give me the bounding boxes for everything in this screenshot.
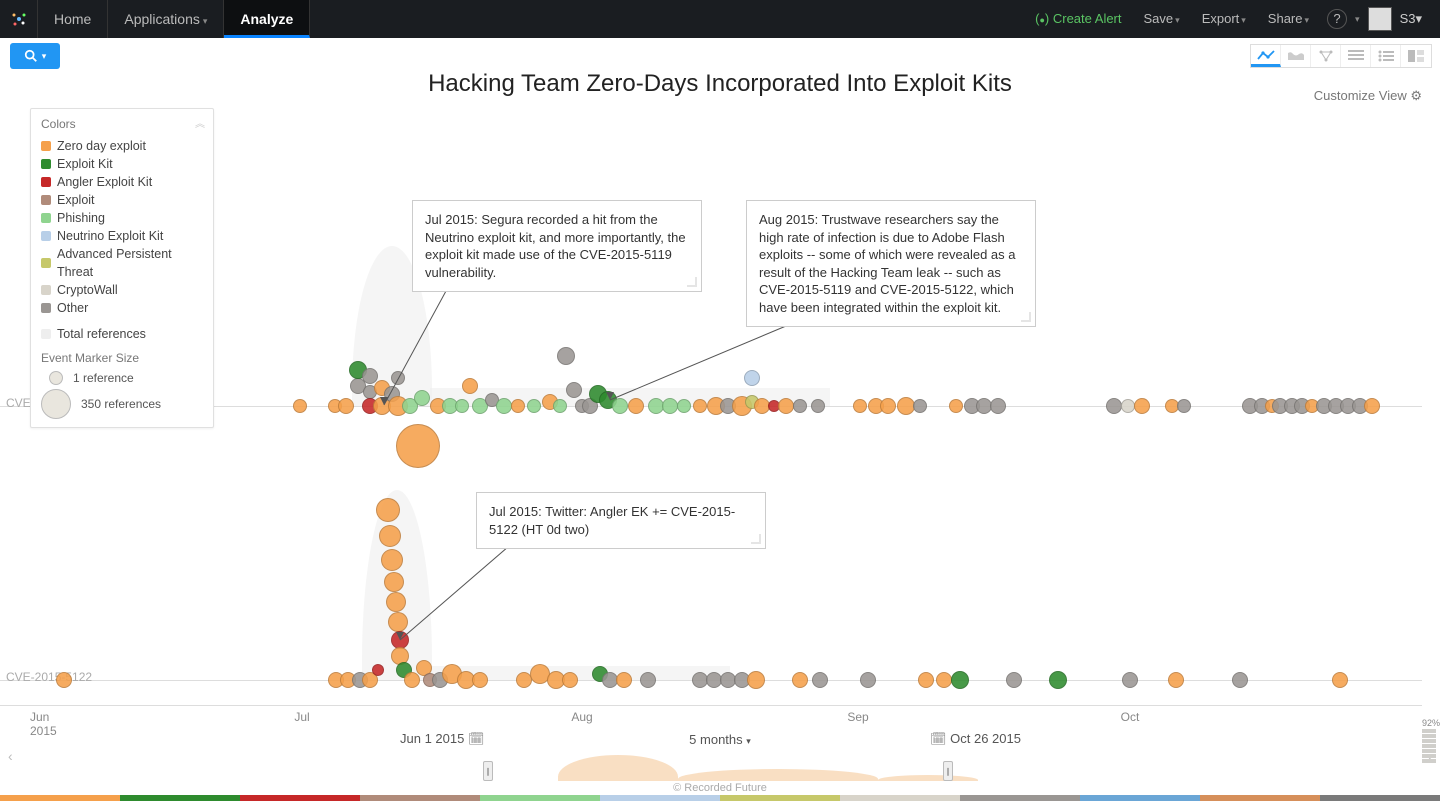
event-marker[interactable] — [640, 672, 656, 688]
event-marker[interactable] — [562, 672, 578, 688]
top-nav: Home Applications▾ Analyze (●) Create Al… — [0, 0, 1440, 38]
event-marker[interactable] — [1332, 672, 1348, 688]
save-menu[interactable]: Save▾ — [1134, 0, 1190, 38]
legend-item[interactable]: CryptoWall — [41, 281, 203, 299]
marker-heading: Event Marker Size — [41, 351, 203, 365]
event-marker[interactable] — [936, 672, 952, 688]
event-marker[interactable] — [472, 672, 488, 688]
footer-stripe — [0, 795, 1440, 801]
legend-item[interactable]: Phishing — [41, 209, 203, 227]
gear-icon: ⚙ — [1410, 88, 1422, 103]
legend-panel: ︽ Colors Zero day exploitExploit KitAngl… — [30, 108, 214, 428]
legend-item[interactable]: Zero day exploit — [41, 137, 203, 155]
x-tick: Sep — [847, 710, 868, 724]
event-marker[interactable] — [616, 672, 632, 688]
mini-timeline[interactable]: ∥∥ — [18, 751, 1422, 781]
legend-item[interactable]: Advanced Persistent Threat — [41, 245, 203, 281]
x-tick: Oct — [1121, 710, 1140, 724]
share-menu[interactable]: Share▾ — [1258, 0, 1319, 38]
legend-item[interactable]: Neutrino Exploit Kit — [41, 227, 203, 245]
nav-analyze[interactable]: Analyze — [224, 0, 310, 38]
range-handle[interactable]: ∥ — [943, 761, 953, 781]
event-marker[interactable] — [372, 664, 384, 676]
timeline-chart: CVE-2015-5119CVE-2015-5122 Jul 2015: Seg… — [0, 110, 1440, 715]
x-tick: Jul — [294, 710, 309, 724]
event-marker[interactable] — [860, 672, 876, 688]
event-marker[interactable] — [1168, 672, 1184, 688]
range-selector: ‹ › Jun 1 2015 🗓 5 months ▾ 🗓 Oct 26 201… — [0, 729, 1440, 783]
page-title: Hacking Team Zero-Days Incorporated Into… — [0, 70, 1440, 98]
event-marker[interactable] — [918, 672, 934, 688]
view-table-icon[interactable] — [1341, 45, 1371, 67]
range-start-label: Jun 1 2015 — [400, 731, 464, 746]
event-marker[interactable] — [1122, 672, 1138, 688]
view-timeline-icon[interactable] — [1251, 45, 1281, 67]
event-marker[interactable] — [381, 549, 403, 571]
event-marker[interactable] — [1049, 671, 1067, 689]
event-marker[interactable] — [792, 672, 808, 688]
event-marker[interactable] — [1006, 672, 1022, 688]
collapse-icon[interactable]: ︽ — [195, 115, 205, 130]
legend-item[interactable]: Exploit — [41, 191, 203, 209]
nav-home[interactable]: Home — [38, 0, 108, 38]
callout[interactable]: Jul 2015: Segura recorded a hit from the… — [412, 200, 702, 292]
event-marker[interactable] — [747, 671, 765, 689]
search-icon — [24, 49, 38, 63]
event-marker[interactable] — [56, 672, 72, 688]
marker-max: 350 references — [41, 389, 203, 419]
range-duration[interactable]: 5 months ▾ — [689, 732, 751, 747]
view-network-icon[interactable] — [1311, 45, 1341, 67]
callout[interactable]: Aug 2015: Trustwave researchers say the … — [746, 200, 1036, 327]
help-menu[interactable]: ? — [1327, 9, 1347, 29]
event-marker[interactable] — [386, 592, 406, 612]
callout[interactable]: Jul 2015: Twitter: Angler EK += CVE-2015… — [476, 492, 766, 549]
search-button[interactable]: ▾ — [10, 43, 60, 69]
legend-heading: Colors — [41, 117, 203, 131]
create-alert-button[interactable]: (●) Create Alert — [1025, 0, 1131, 38]
event-marker[interactable] — [388, 612, 408, 632]
logo-icon[interactable] — [0, 0, 38, 38]
nav-applications[interactable]: Applications▾ — [108, 0, 224, 38]
event-marker[interactable] — [376, 498, 400, 522]
lane-label: CVE-2015-5122 — [6, 670, 92, 684]
x-axis: Jun2015JulAugSepOct — [0, 705, 1422, 731]
event-marker[interactable] — [379, 525, 401, 547]
calendar-icon[interactable]: 🗓 — [930, 731, 947, 746]
marker-min: 1 reference — [41, 371, 203, 385]
event-marker[interactable] — [404, 672, 420, 688]
event-marker[interactable] — [384, 572, 404, 592]
copyright: © Recorded Future — [0, 782, 1440, 794]
x-tick: Aug — [571, 710, 592, 724]
view-map-icon[interactable] — [1281, 45, 1311, 67]
zoom-indicator: 92% — [1422, 718, 1436, 763]
view-grid-icon[interactable] — [1401, 45, 1431, 67]
user-menu[interactable]: S3▾ — [1400, 11, 1432, 27]
chevron-down-icon: ▾ — [203, 16, 208, 26]
customize-view-button[interactable]: Customize View ⚙ — [1314, 88, 1422, 104]
toolbar: ▾ — [0, 38, 1440, 74]
event-marker[interactable] — [812, 672, 828, 688]
range-end-label: Oct 26 2015 — [950, 731, 1021, 746]
view-switcher — [1250, 44, 1432, 68]
event-marker[interactable] — [951, 671, 969, 689]
legend-total: Total references — [41, 325, 203, 343]
legend-item[interactable]: Other — [41, 299, 203, 317]
legend-item[interactable]: Angler Exploit Kit — [41, 173, 203, 191]
legend-item[interactable]: Exploit Kit — [41, 155, 203, 173]
view-list-icon[interactable] — [1371, 45, 1401, 67]
event-marker[interactable] — [1232, 672, 1248, 688]
export-menu[interactable]: Export▾ — [1192, 0, 1256, 38]
range-handle[interactable]: ∥ — [483, 761, 493, 781]
avatar-icon[interactable] — [1368, 7, 1392, 31]
calendar-icon[interactable]: 🗓 — [468, 731, 485, 746]
